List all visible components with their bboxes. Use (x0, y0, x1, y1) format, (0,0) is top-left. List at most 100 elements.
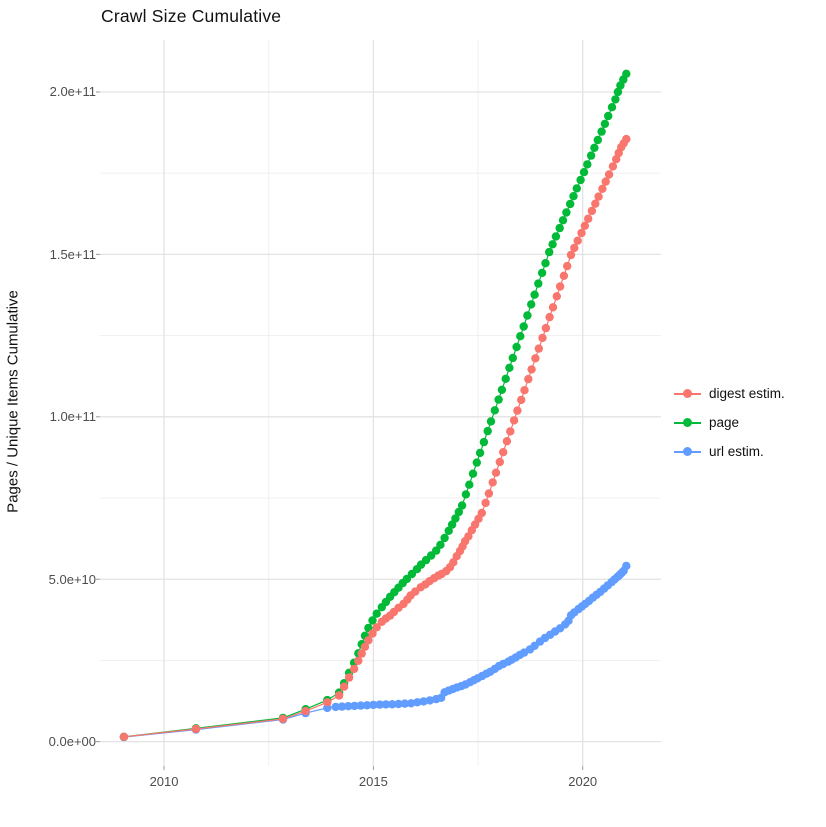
data-point (425, 696, 435, 705)
data-point (594, 192, 603, 201)
data-point (519, 322, 528, 331)
data-point (509, 416, 519, 425)
data-point (611, 95, 620, 104)
data-point (622, 69, 631, 79)
legend: digest estim. page url estim. (674, 379, 785, 466)
data-point (356, 701, 365, 710)
data-point (360, 642, 370, 651)
data-point (419, 697, 428, 706)
data-point (499, 448, 508, 457)
data-point (590, 143, 599, 152)
legend-key-url-icon (674, 446, 701, 457)
series-line (123, 565, 627, 738)
data-point (350, 701, 359, 711)
data-point (464, 532, 473, 541)
data-point (538, 333, 547, 343)
data-point (555, 282, 565, 291)
data-point (579, 168, 589, 177)
data-point (598, 184, 607, 193)
data-point (534, 344, 543, 353)
data-point (517, 395, 526, 405)
data-point (481, 498, 490, 508)
data-point (530, 290, 539, 299)
data-point (520, 386, 529, 395)
data-point (552, 292, 561, 301)
data-point (465, 480, 474, 489)
data-point (597, 127, 606, 136)
data-point (569, 192, 578, 201)
data-point (451, 514, 460, 523)
data-point (559, 271, 569, 280)
data-point (586, 151, 596, 160)
data-point (607, 103, 617, 112)
data-point (548, 303, 558, 312)
data-point (591, 199, 600, 208)
data-point (388, 700, 397, 709)
data-point (406, 699, 416, 708)
y-tick-label: 1.0e+11 (49, 409, 96, 425)
data-point (580, 221, 589, 230)
data-point (555, 223, 564, 233)
data-point (534, 279, 543, 288)
data-point (583, 160, 592, 169)
data-point (381, 700, 391, 709)
data-point (375, 700, 384, 709)
data-point (457, 501, 467, 510)
y-tick-label: 2.0e+11 (49, 84, 96, 100)
data-point (604, 170, 614, 179)
data-point (436, 540, 445, 549)
series-line (123, 138, 627, 738)
data-point (537, 268, 547, 278)
data-point (331, 702, 340, 712)
data-point (576, 175, 585, 185)
data-point (483, 426, 492, 436)
data-point (497, 385, 507, 394)
data-point (449, 558, 458, 567)
x-tick-label: 2020 (568, 774, 598, 789)
data-point (495, 457, 504, 467)
data-point (545, 247, 554, 257)
y-tick-label: 5.0e+10 (48, 571, 96, 587)
data-point (372, 609, 381, 618)
data-point (444, 526, 453, 535)
data-point (191, 724, 201, 734)
data-point (334, 691, 344, 700)
data-point (490, 406, 499, 415)
data-point (119, 732, 129, 741)
data-point (572, 184, 581, 193)
data-point (372, 623, 381, 632)
data-point (440, 533, 449, 543)
legend-label-url: url estim. (709, 444, 764, 459)
legend-label-digest: digest estim. (709, 386, 785, 401)
data-point (394, 699, 403, 709)
legend-item-digest: digest estim. (674, 379, 785, 408)
data-point (545, 312, 554, 322)
data-point (486, 417, 496, 426)
data-point (491, 468, 501, 477)
data-point (344, 702, 353, 711)
legend-item-url: url estim. (674, 437, 785, 466)
data-point (513, 406, 522, 415)
data-point (604, 111, 613, 121)
y-axis-title: Pages / Unique Items Cumulative (4, 290, 22, 513)
data-point (461, 490, 471, 499)
data-point (600, 119, 610, 128)
y-tick-label: 1.5e+11 (49, 246, 96, 262)
data-point (501, 374, 510, 383)
data-point (502, 437, 512, 446)
data-point (454, 507, 463, 517)
data-point (587, 206, 597, 216)
data-point (357, 649, 366, 658)
data-point (368, 629, 377, 638)
data-point (570, 243, 579, 253)
data-point (563, 261, 572, 271)
legend-label-page: page (709, 415, 740, 430)
data-point (584, 214, 593, 223)
data-point (413, 698, 422, 707)
data-point (566, 250, 576, 260)
legend-key-digest-icon (674, 388, 701, 399)
data-point (548, 240, 557, 249)
data-point (301, 706, 310, 716)
data-point (524, 374, 533, 384)
legend-key-page-icon (674, 417, 701, 428)
